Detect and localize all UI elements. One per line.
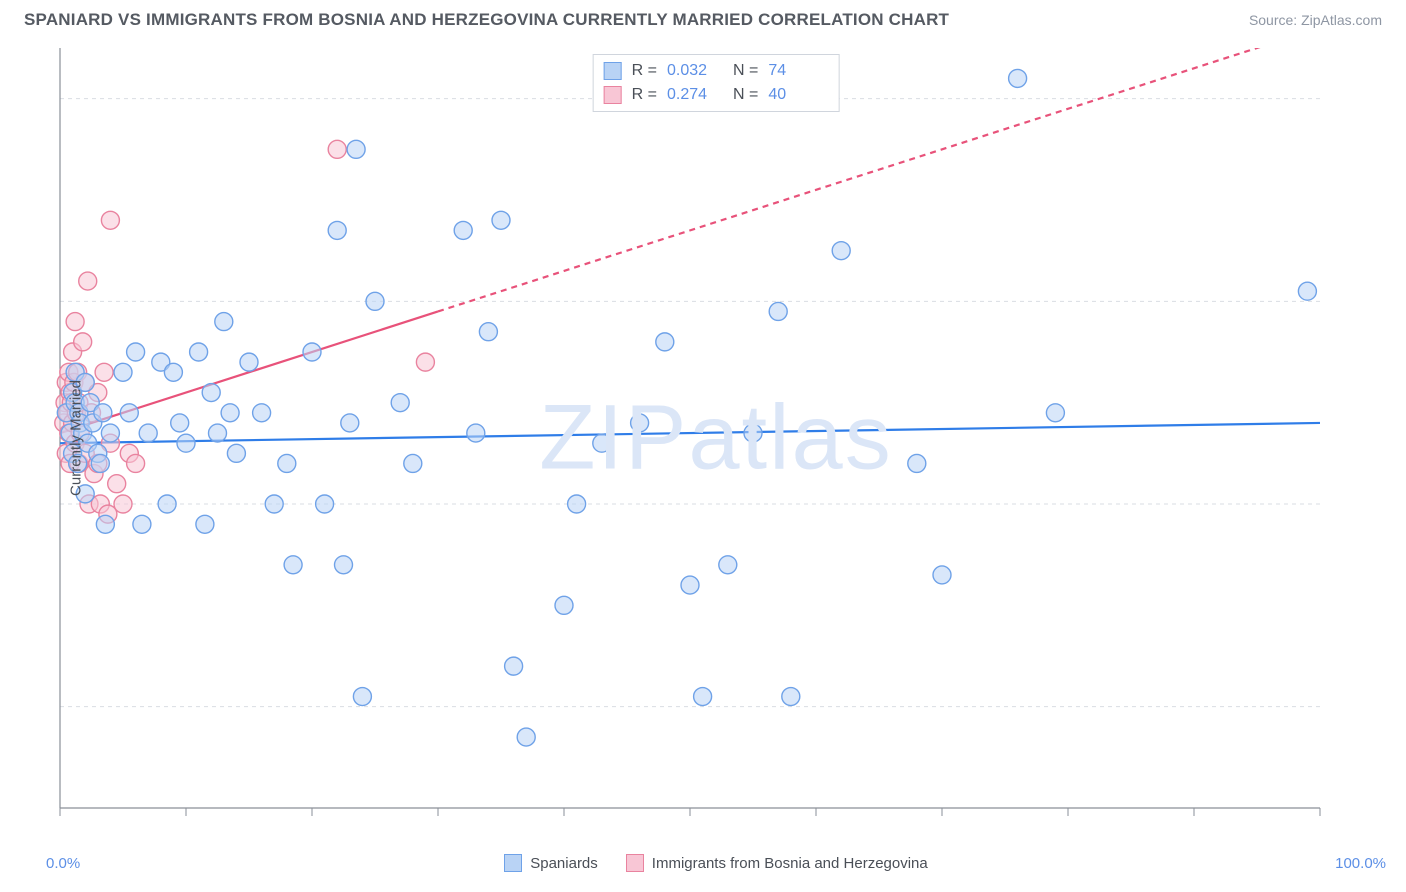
legend-swatch-1 (604, 62, 622, 80)
legend-r-1: 0.032 (667, 59, 723, 83)
chart-header: SPANIARD VS IMMIGRANTS FROM BOSNIA AND H… (0, 0, 1406, 36)
x-max-label: 100.0% (1335, 855, 1386, 872)
x-min-label: 0.0% (46, 855, 80, 872)
legend-row-series-1: R =0.032 N =74 (604, 59, 825, 83)
legend-row-series-2: R =0.274 N =40 (604, 83, 825, 107)
source-label: Source: ZipAtlas.com (1249, 12, 1382, 28)
x-axis-labels: 0.0% 100.0% (46, 855, 1386, 872)
chart-area: Currently Married ZIPatlas R =0.032 N =7… (46, 48, 1386, 828)
y-axis-label: Currently Married (67, 380, 84, 496)
scatter-chart (46, 48, 1386, 828)
legend-r-2: 0.274 (667, 83, 723, 107)
legend-n-2: 40 (768, 83, 824, 107)
chart-title: SPANIARD VS IMMIGRANTS FROM BOSNIA AND H… (24, 10, 949, 30)
legend-swatch-2 (604, 86, 622, 104)
legend-n-1: 74 (768, 59, 824, 83)
correlation-legend: R =0.032 N =74 R =0.274 N =40 (593, 54, 840, 112)
